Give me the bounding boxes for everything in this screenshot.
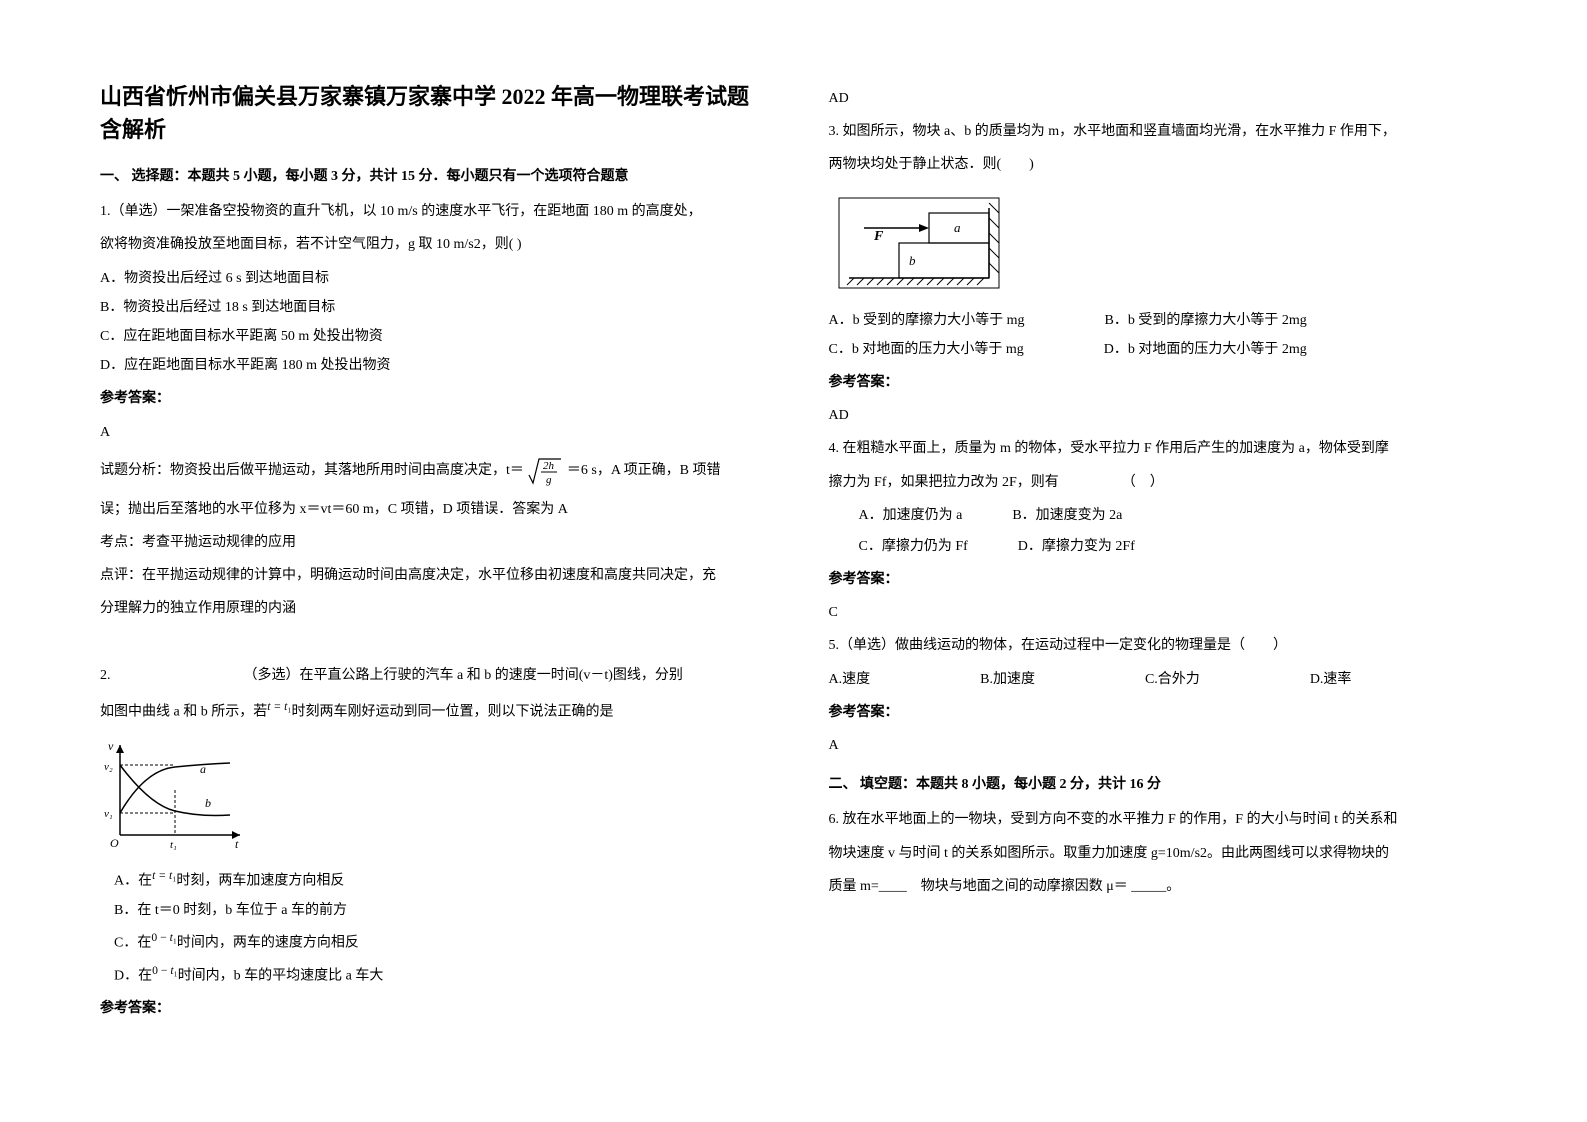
q2-vt-graph: v v₂ v₁ O t₁ t a b [100, 735, 250, 855]
q5-opt-d: D.速率 [1310, 667, 1352, 692]
q1-analysis-2: 误；抛出后至落地的水平位移为 x＝vt＝60 m，C 项错，D 项错误．答案为 … [100, 497, 769, 522]
curve-b-label: b [205, 796, 211, 810]
q3-opt-d: D．b 对地面的压力大小等于 2mg [1104, 337, 1307, 362]
q1-analysis-5: 分理解力的独立作用原理的内涵 [100, 596, 769, 621]
force-f-label: F [873, 229, 884, 244]
q2-stem-2a: 如图中曲线 a 和 b 所示，若 [100, 704, 267, 719]
q2-opt-a: A．在t = t₁时刻，两车加速度方向相反 [100, 865, 769, 894]
q2-stem-2: 如图中曲线 a 和 b 所示，若t = t₁时刻两车刚好运动到同一位置，则以下说… [100, 696, 769, 725]
q1-opt-a: A．物资投出后经过 6 s 到达地面目标 [100, 266, 769, 291]
q1-analysis-4: 点评：在平抛运动规律的计算中，明确运动时间由高度决定，水平位移由初速度和高度共同… [100, 563, 769, 588]
q3-answer: AD [829, 403, 1498, 428]
page-title: 山西省忻州市偏关县万家寨镇万家寨中学 2022 年高一物理联考试题含解析 [100, 80, 769, 146]
section-2-header: 二、 填空题：本题共 8 小题，每小题 2 分，共计 16 分 [829, 772, 1498, 797]
q2-a-pre: A．在 [114, 873, 152, 888]
q2-stem-1: 2. （多选）在平直公路上行驶的汽车 a 和 b 的速度一时间(v－t)图线，分… [100, 663, 769, 688]
q1-answer-label: 参考答案： [100, 386, 769, 411]
t-axis-label: t [235, 837, 239, 851]
q1-opt-d: D．应在距地面目标水平距离 180 m 处投出物资 [100, 353, 769, 378]
q3-opts-row2: C．b 对地面的压力大小等于 mg D．b 对地面的压力大小等于 2mg [829, 337, 1498, 362]
q2-c-pre: C．在 [114, 935, 151, 950]
q1-analysis-3: 考点：考查平抛运动规律的应用 [100, 530, 769, 555]
block-b-label: b [909, 253, 916, 268]
svg-text:2h: 2h [543, 460, 555, 472]
q5-opt-c: C.合外力 [1145, 667, 1200, 692]
q2-answer-label: 参考答案： [100, 996, 769, 1021]
q3-answer-label: 参考答案： [829, 370, 1498, 395]
q2-d-post: 时间内，b 车的平均速度比 a 车大 [178, 968, 384, 983]
q2-a-post: 时刻，两车加速度方向相反 [176, 873, 344, 888]
q3-diagram: F a b [829, 188, 1009, 298]
q2-stem-2b: 时刻两车刚好运动到同一位置，则以下说法正确的是 [291, 704, 613, 719]
q4-opt-d: D．摩擦力变为 2Ff [1018, 534, 1135, 559]
q4-answer: C [829, 600, 1498, 625]
q2-answer: AD [829, 86, 1498, 111]
section-1-header: 一、 选择题：本题共 5 小题，每小题 3 分，共计 15 分．每小题只有一个选… [100, 164, 769, 189]
q4-opt-a: A．加速度仍为 a [859, 503, 963, 528]
q5-opt-a: A.速度 [829, 667, 871, 692]
q2-b-text: B．在 t＝0 时刻，b 车位于 a 车的前方 [114, 903, 347, 918]
q2-d-pre: D．在 [114, 968, 152, 983]
q5-opt-b: B.加速度 [980, 667, 1035, 692]
q1-answer: A [100, 420, 769, 445]
q3-opt-a: A．b 受到的摩擦力大小等于 mg [829, 308, 1025, 333]
block-a-label: a [954, 220, 961, 235]
q3-stem-2: 两物块均处于静止状态．则( ) [829, 152, 1498, 177]
t1-label: t₁ [170, 839, 177, 851]
q2-opt-b: B．在 t＝0 时刻，b 车位于 a 车的前方 [100, 898, 769, 923]
q4-opt-b: B．加速度变为 2a [1012, 503, 1122, 528]
q3-opt-b: B．b 受到的摩擦力大小等于 2mg [1105, 308, 1307, 333]
q5-answer-label: 参考答案： [829, 700, 1498, 725]
q4-opt-c: C．摩擦力仍为 Ff [859, 534, 968, 559]
q5-stem: 5.（单选）做曲线运动的物体，在运动过程中一定变化的物理量是（ ） [829, 633, 1498, 658]
q2-c-post: 时间内，两车的速度方向相反 [177, 935, 359, 950]
q1-opt-b: B．物资投出后经过 18 s 到达地面目标 [100, 295, 769, 320]
q3-stem-1: 3. 如图所示，物块 a、b 的质量均为 m，水平地面和竖直墙面均光滑，在水平推… [829, 119, 1498, 144]
q5-opts: A.速度 B.加速度 C.合外力 D.速率 [829, 667, 1498, 692]
q4-stem-1: 4. 在粗糙水平面上，质量为 m 的物体，受水平拉力 F 作用后产生的加速度为 … [829, 436, 1498, 461]
q6-stem-3: 质量 m=____ 物块与地面之间的动摩擦因数 μ＝ _____。 [829, 874, 1498, 899]
q2-opt-c: C．在0 − t₁时间内，两车的速度方向相反 [100, 927, 769, 956]
q1-stem-1: 1.（单选）一架准备空投物资的直升飞机，以 10 m/s 的速度水平飞行，在距地… [100, 199, 769, 224]
q1-ana1-b: ＝6 s，A 项正确，B 项错 [567, 463, 721, 478]
q6-stem-1: 6. 放在水平地面上的一物块，受到方向不变的水平推力 F 的作用，F 的大小与时… [829, 807, 1498, 832]
q1-stem-2: 欲将物资准确投放至地面目标，若不计空气阻力，g 取 10 m/s2，则( ) [100, 232, 769, 257]
q5-answer: A [829, 733, 1498, 758]
q4-opts-row1: A．加速度仍为 a B．加速度变为 2a [859, 503, 1498, 528]
q6-stem-2: 物块速度 v 与时间 t 的关系如图所示。取重力加速度 g=10m/s2。由此两… [829, 841, 1498, 866]
origin-label: O [110, 836, 119, 850]
q3-opts-row1: A．b 受到的摩擦力大小等于 mg B．b 受到的摩擦力大小等于 2mg [829, 308, 1498, 333]
q3-opt-c: C．b 对地面的压力大小等于 mg [829, 337, 1024, 362]
svg-text:g: g [546, 474, 552, 486]
v1-label: v₁ [104, 808, 113, 820]
q1-ana1-a: 试题分析：物资投出后做平抛运动，其落地所用时间由高度决定，t＝ [100, 463, 524, 478]
curve-a-label: a [200, 762, 206, 776]
q4-opts-row2: C．摩擦力仍为 Ff D．摩擦力变为 2Ff [859, 534, 1498, 559]
q4-answer-label: 参考答案： [829, 567, 1498, 592]
q2-opt-d: D．在0 − t₁时间内，b 车的平均速度比 a 车大 [100, 960, 769, 989]
q1-analysis-1: 试题分析：物资投出后做平抛运动，其落地所用时间由高度决定，t＝ 2h g ＝6 … [100, 453, 769, 489]
sqrt-formula-icon: 2h g [527, 453, 563, 489]
q4-stem-2: 擦力为 Ff，如果把拉力改为 2F，则有 （ ） [829, 470, 1498, 495]
q1-opt-c: C．应在距地面目标水平距离 50 m 处投出物资 [100, 324, 769, 349]
v2-label: v₂ [104, 761, 113, 773]
v-axis-label: v [108, 739, 114, 753]
